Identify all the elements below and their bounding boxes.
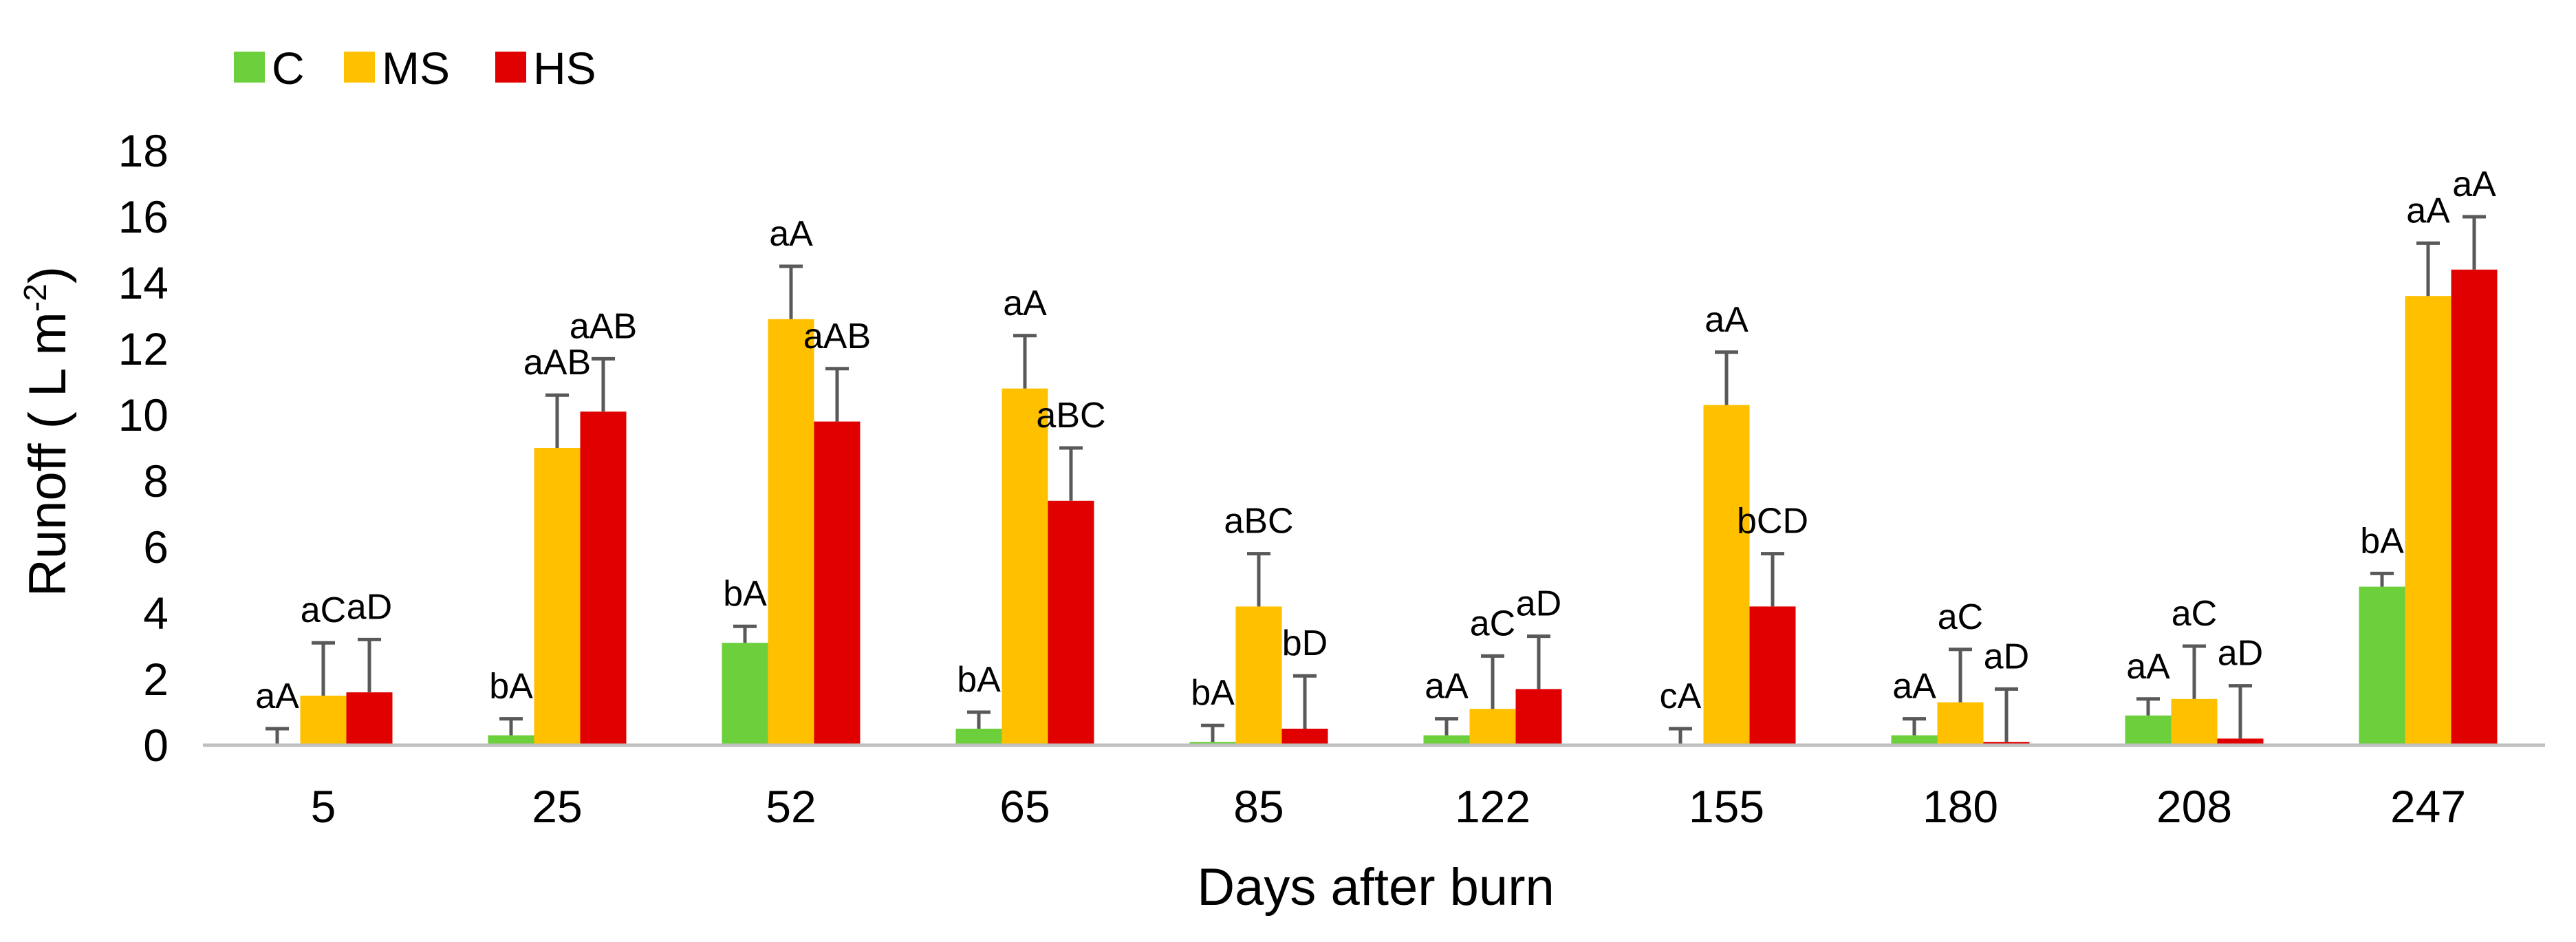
sig-label-c-247: bA: [2360, 521, 2404, 561]
x-axis: 5 25 52 65 85 122 155 180 208 247: [203, 743, 2545, 832]
legend-swatch-ms: [344, 52, 375, 83]
bar-c-122: [1423, 735, 1470, 745]
x-tick-label: 155: [1689, 781, 1764, 832]
sig-label-hs-25: aAB: [570, 306, 637, 346]
y-tick-label: 6: [143, 522, 169, 572]
sig-label-hs-180: aD: [1984, 636, 2029, 676]
sig-label-hs-155: bCD: [1737, 502, 1808, 542]
sig-label-c-25: bA: [489, 667, 533, 707]
sig-label-ms-155: aA: [1704, 300, 1749, 340]
bar-c-180: [1891, 735, 1938, 745]
bar-hs-85: [1281, 729, 1328, 745]
y-tick-label: 18: [118, 125, 169, 176]
bar-c-247: [2359, 586, 2405, 745]
sig-label-hs-65: aBC: [1036, 396, 1105, 436]
x-tick-label: 65: [999, 781, 1050, 832]
sig-label-c-208: aA: [2126, 647, 2170, 687]
y-tick-label: 8: [143, 456, 169, 506]
sig-label-ms-208: aC: [2172, 594, 2217, 634]
y-tick-label: 16: [118, 191, 169, 242]
bar-c-65: [955, 729, 1002, 745]
bar-c-25: [488, 735, 534, 745]
bar-hs-247: [2451, 269, 2498, 745]
sig-label-hs-122: aD: [1516, 584, 1561, 624]
sig-label-hs-208: aD: [2218, 634, 2263, 674]
bar-hs-155: [1749, 606, 1796, 745]
sig-label-c-155: cA: [1660, 676, 1702, 716]
sig-label-c-122: aA: [1425, 667, 1469, 707]
sig-label-c-65: bA: [957, 660, 1001, 700]
bar-ms-85: [1235, 606, 1282, 745]
bar-hs-208: [2217, 738, 2264, 745]
x-tick-label: 208: [2156, 781, 2232, 832]
bar-hs-122: [1515, 689, 1562, 745]
bar-ms-122: [1469, 709, 1516, 745]
sig-label-ms-247: aA: [2406, 191, 2450, 231]
y-tick-label: 12: [118, 323, 169, 374]
legend-swatch-c: [234, 52, 265, 83]
bar-ms-180: [1937, 702, 1984, 745]
bar-ms-65: [1002, 388, 1048, 745]
legend-label-hs: HS: [533, 43, 596, 94]
sig-label-ms-52: aA: [769, 214, 813, 254]
y-tick-label: 0: [143, 720, 169, 771]
sig-label-ms-85: aBC: [1224, 502, 1293, 542]
x-tick-label: 85: [1233, 781, 1284, 832]
sig-label-ms-180: aC: [1938, 597, 1983, 637]
x-tick-label: 180: [1923, 781, 1998, 832]
error-bars-layer: [266, 215, 2486, 745]
legend-item-hs: HS: [495, 43, 596, 94]
sig-label-hs-85: bD: [1282, 623, 1328, 663]
y-axis-title: Runoff ( L m-2): [17, 266, 77, 597]
bar-ms-155: [1703, 405, 1750, 745]
x-tick-label: 52: [766, 781, 816, 832]
legend-label-ms: MS: [382, 43, 450, 94]
y-axis: 0 2 4 6 8 10 12 14 16 18: [118, 125, 169, 771]
sig-label-c-52: bA: [723, 574, 767, 614]
sig-label-ms-5: aC: [301, 590, 346, 630]
y-axis-title-superscript: -2: [17, 283, 53, 312]
bar-hs-5: [346, 692, 393, 745]
sig-label-c-5: aA: [255, 676, 299, 716]
x-tick-label: 25: [532, 781, 582, 832]
y-axis-title-close: ): [19, 266, 77, 283]
sig-label-c-180: aA: [1892, 667, 1936, 707]
legend-item-ms: MS: [344, 43, 450, 94]
legend-item-c: C: [234, 43, 305, 94]
sig-label-ms-25: aAB: [523, 343, 591, 383]
y-tick-label: 4: [143, 588, 169, 639]
x-tick-label: 122: [1455, 781, 1530, 832]
bar-ms-247: [2405, 296, 2451, 745]
y-tick-label: 10: [118, 389, 169, 440]
x-tick-label: 247: [2390, 781, 2466, 832]
legend-label-c: C: [272, 43, 305, 94]
x-axis-title: Days after burn: [1197, 858, 1555, 917]
bar-ms-5: [300, 696, 347, 745]
y-tick-label: 14: [118, 257, 169, 308]
legend-swatch-hs: [495, 52, 526, 83]
legend: C MS HS: [234, 43, 596, 94]
sig-label-c-85: bA: [1191, 673, 1235, 713]
sig-label-ms-65: aA: [1003, 283, 1047, 323]
sig-label-hs-5: aD: [347, 587, 392, 627]
x-tick-label: 5: [311, 781, 336, 832]
bar-ms-52: [768, 319, 814, 745]
sig-label-hs-52: aAB: [803, 317, 871, 356]
bar-c-208: [2125, 715, 2172, 745]
bars-layer: [300, 269, 2498, 745]
y-axis-title-main: Runoff ( L m: [19, 312, 77, 597]
bar-hs-52: [814, 421, 861, 745]
bar-ms-208: [2171, 698, 2218, 745]
bar-c-52: [722, 643, 768, 745]
bar-hs-65: [1048, 500, 1094, 745]
bar-hs-25: [580, 411, 627, 745]
y-tick-label: 2: [143, 654, 169, 705]
bar-ms-25: [534, 448, 581, 745]
sig-label-ms-122: aC: [1470, 603, 1515, 643]
sig-label-hs-247: aA: [2452, 164, 2496, 204]
